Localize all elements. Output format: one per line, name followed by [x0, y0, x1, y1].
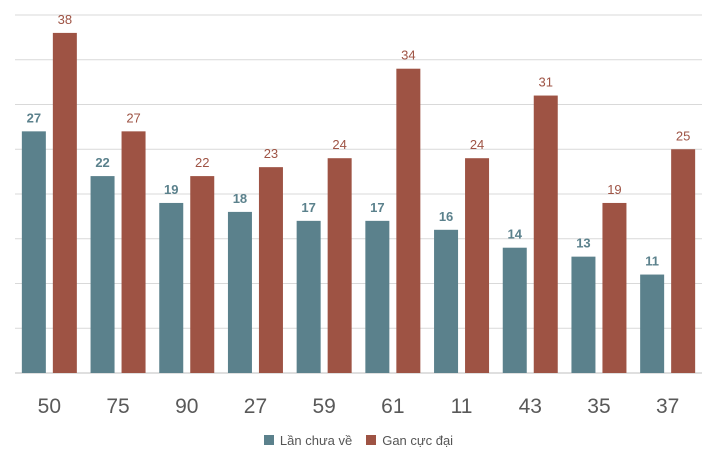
- bar-series-1-37: [640, 274, 665, 373]
- legend-label-series-2: Gan cực đại: [382, 432, 454, 448]
- bar-series-1-43: [502, 247, 527, 373]
- bar-series-2-43: [533, 95, 558, 374]
- bar-series-2-35: [602, 202, 627, 373]
- data-label-series-1-11: 16: [439, 209, 453, 224]
- legend-entry-series-1: Lần chưa về: [263, 432, 353, 448]
- data-label-series-2-43: 31: [539, 75, 553, 90]
- bar-series-1-11: [434, 229, 459, 373]
- data-label-series-2-27: 23: [264, 146, 278, 161]
- data-label-series-2-59: 24: [332, 137, 346, 152]
- x-tick-label-61: 61: [381, 395, 404, 418]
- legend-label-series-1: Lần chưa về: [279, 432, 353, 448]
- data-label-series-2-90: 22: [195, 155, 209, 170]
- bar-series-2-61: [396, 68, 421, 373]
- bar-series-2-59: [327, 158, 352, 373]
- legend-swatch-series-2: [366, 435, 377, 445]
- bar-series-2-50: [52, 32, 77, 374]
- data-label-series-2-75: 27: [126, 110, 140, 125]
- x-tick-label-37: 37: [656, 395, 679, 418]
- data-label-series-1-43: 14: [508, 227, 523, 242]
- data-label-series-1-61: 17: [370, 200, 384, 215]
- bar-series-2-90: [190, 176, 215, 373]
- bar-series-2-37: [671, 149, 696, 373]
- data-label-series-2-50: 38: [58, 12, 72, 27]
- bar-series-1-27: [227, 211, 252, 373]
- bars: [21, 32, 696, 374]
- bar-series-2-11: [465, 158, 490, 373]
- gridlines: [15, 14, 702, 374]
- data-label-series-1-50: 27: [27, 110, 41, 125]
- x-tick-label-59: 59: [312, 395, 335, 418]
- data-label-series-2-35: 19: [607, 182, 621, 197]
- data-label-series-2-11: 24: [470, 137, 484, 152]
- data-label-series-1-35: 13: [576, 236, 590, 251]
- x-tick-label-50: 50: [38, 395, 61, 418]
- data-label-series-1-59: 17: [301, 200, 315, 215]
- bar-series-1-90: [159, 202, 184, 373]
- x-tick-labels: 50 75 90 27 59 61 11 43 35 37: [38, 395, 680, 418]
- bar-series-1-75: [90, 176, 115, 373]
- data-label-series-1-90: 19: [164, 182, 178, 197]
- x-tick-label-35: 35: [587, 395, 610, 418]
- bar-series-2-27: [258, 167, 283, 373]
- x-tick-label-11: 11: [451, 395, 473, 418]
- data-label-series-2-61: 34: [401, 48, 415, 63]
- bar-series-1-61: [365, 220, 390, 373]
- x-tick-label-43: 43: [519, 395, 542, 418]
- bar-series-1-59: [296, 220, 321, 373]
- x-tick-label-75: 75: [106, 395, 129, 418]
- data-label-series-1-27: 18: [233, 191, 247, 206]
- legend-entry-series-2: Gan cực đại: [366, 433, 453, 448]
- x-tick-label-90: 90: [175, 395, 198, 418]
- bar-series-1-35: [571, 256, 596, 373]
- legend: Lần chưa về Gan cực đại: [0, 430, 717, 450]
- bar-series-1-50: [21, 131, 46, 373]
- data-label-series-1-37: 11: [645, 254, 659, 269]
- data-labels: 27 38 22 27 19 22 18 23 17 24 17 34 16 24 14 31 13 19 11 25: [27, 12, 691, 269]
- legend-swatch-series-1: [263, 435, 274, 445]
- data-label-series-1-75: 22: [95, 155, 109, 170]
- bar-series-2-75: [121, 131, 146, 373]
- x-tick-label-27: 27: [244, 395, 267, 418]
- data-label-series-2-37: 25: [676, 128, 690, 143]
